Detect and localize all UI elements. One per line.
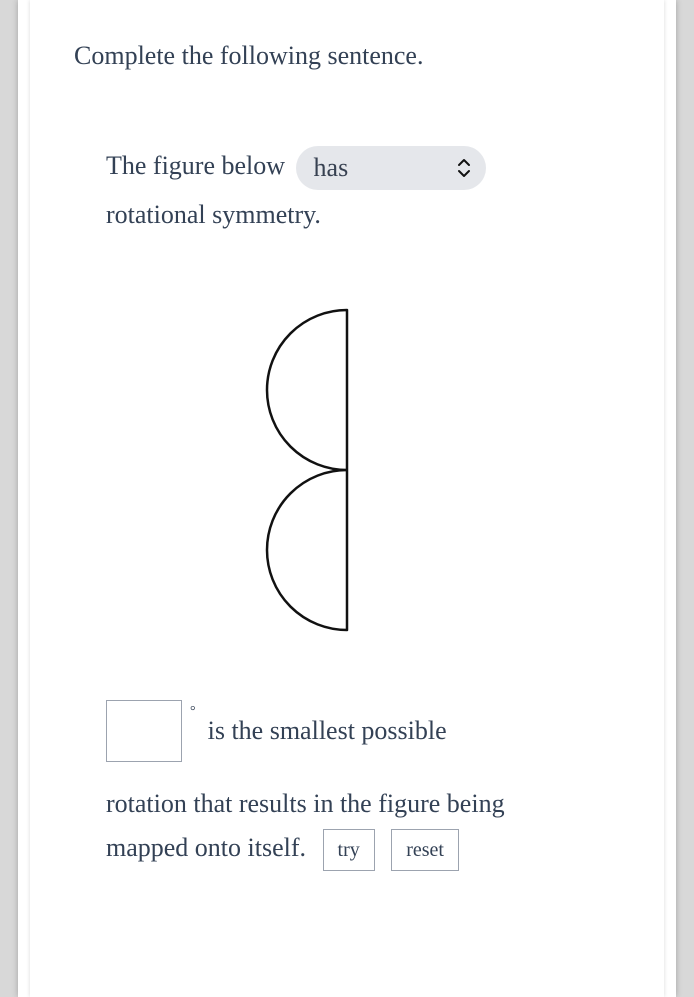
degree-symbol: ° — [190, 697, 196, 728]
answer-row-1: ° is the smallest possible — [106, 700, 620, 762]
answer-text-2b: mapped onto itself. — [106, 833, 306, 862]
answer-text-1: is the smallest possible — [208, 702, 447, 759]
try-button[interactable]: try — [323, 829, 375, 871]
select-value: has — [314, 143, 349, 192]
sentence-block: The figure below has rotational symmetry… — [106, 141, 620, 240]
reset-button[interactable]: reset — [391, 829, 459, 871]
sentence-post: rotational symmetry. — [106, 200, 321, 229]
figure-container — [74, 300, 620, 640]
content-card: Complete the following sentence. The fig… — [30, 0, 664, 997]
angle-input[interactable] — [106, 700, 182, 762]
answer-text-2a: rotation that results in the figure bein… — [106, 789, 505, 818]
symmetry-select[interactable]: has — [296, 146, 486, 190]
symmetry-figure — [232, 300, 462, 640]
prompt-text: Complete the following sentence. — [74, 36, 620, 75]
answer-row-2: rotation that results in the figure bein… — [106, 782, 620, 871]
answer-block: ° is the smallest possible rotation that… — [106, 700, 620, 871]
sentence-pre: The figure below — [106, 151, 285, 180]
chevron-up-down-icon — [456, 157, 472, 179]
